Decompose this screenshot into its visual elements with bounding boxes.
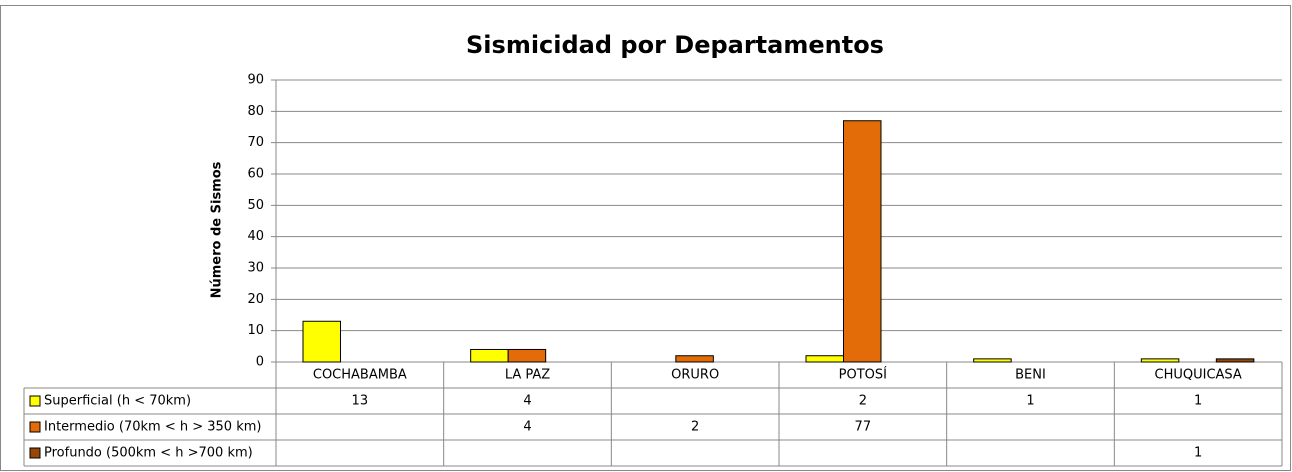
y-axis-label: Número de Sismos — [210, 161, 225, 298]
bar — [302, 320, 341, 363]
x-tick-label: CHUQUICASA — [1155, 368, 1242, 383]
y-tick-label: 80 — [247, 104, 264, 119]
table-value: 77 — [855, 420, 872, 435]
table-value: 1 — [1194, 446, 1202, 461]
table-value: 2 — [859, 394, 867, 409]
bar — [843, 120, 882, 363]
y-tick-label: 50 — [247, 198, 264, 213]
bar — [470, 348, 509, 363]
x-tick-label: LA PAZ — [505, 368, 550, 383]
chart-title: Sismicidad por Departamentos — [466, 31, 884, 59]
table-value: 1 — [1026, 394, 1034, 409]
table-value: 1 — [1194, 394, 1202, 409]
legend-label: Profundo (500km < h >700 km) — [44, 446, 253, 461]
table-value: 4 — [523, 420, 531, 435]
chart-frame — [0, 5, 1291, 471]
legend-key — [29, 447, 41, 459]
y-tick-label: 70 — [247, 135, 264, 150]
table-value: 13 — [352, 394, 369, 409]
y-tick-label: 0 — [256, 355, 264, 370]
y-tick-label: 10 — [247, 323, 264, 338]
bar — [1140, 358, 1180, 363]
y-tick-label: 20 — [247, 292, 264, 307]
y-tick-label: 30 — [247, 261, 264, 276]
legend-label: Superficial (h < 70km) — [44, 394, 191, 409]
x-tick-label: ORURO — [671, 368, 719, 383]
legend-key — [29, 395, 41, 407]
table-value: 4 — [523, 394, 531, 409]
bar — [675, 355, 714, 363]
x-tick-label: COCHABAMBA — [313, 368, 407, 383]
legend-key — [29, 421, 41, 433]
y-tick-label: 90 — [247, 73, 264, 88]
y-tick-label: 60 — [247, 167, 264, 182]
table-value: 2 — [691, 420, 699, 435]
bar — [973, 358, 1012, 363]
x-tick-label: POTOSÍ — [839, 367, 887, 383]
legend-label: Intermedio (70km < h > 350 km) — [44, 420, 261, 435]
bar — [507, 348, 547, 363]
x-tick-label: BENI — [1015, 368, 1046, 383]
bar — [1215, 358, 1255, 363]
bar — [805, 355, 844, 363]
y-tick-label: 40 — [247, 229, 264, 244]
